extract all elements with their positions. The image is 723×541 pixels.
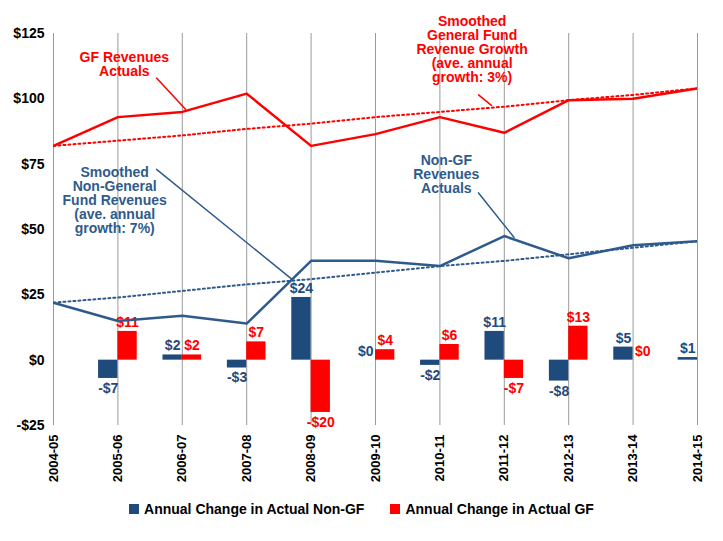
svg-text:$7: $7 [249,324,265,340]
svg-text:$11: $11 [116,313,139,330]
svg-text:-$7: -$7 [504,380,524,396]
svg-text:GF RevenuesActuals: GF RevenuesActuals [80,49,170,79]
svg-text:$0: $0 [635,343,651,359]
svg-text:$5: $5 [616,330,632,346]
svg-text:2010-11: 2010-11 [432,435,447,482]
svg-text:$0: $0 [358,343,374,359]
svg-text:2006-07: 2006-07 [174,435,189,483]
svg-text:$2: $2 [165,337,181,353]
svg-text:$100: $100 [13,90,44,106]
svg-text:$1: $1 [680,340,696,356]
svg-text:2013-14: 2013-14 [625,434,640,482]
svg-text:$4: $4 [377,332,393,348]
svg-text:2012-13: 2012-13 [561,435,576,483]
svg-text:-$20: -$20 [307,414,335,430]
svg-text:2007-08: 2007-08 [239,435,254,483]
svg-text:$13: $13 [567,309,591,325]
svg-text:2014-15: 2014-15 [690,435,705,483]
svg-text:-$25: -$25 [16,417,44,433]
svg-text:Non-GFRevenuesActuals: Non-GFRevenuesActuals [413,152,479,196]
svg-text:-$8: -$8 [549,383,569,399]
html-text:Annual Change in Actual GF: Annual Change in Actual GF [405,501,594,517]
svg-text:SmoothedGeneral FundRevenue Gr: SmoothedGeneral FundRevenue Growth(ave. … [416,13,527,85]
svg-text:$2: $2 [184,337,200,353]
svg-text:-$3: -$3 [227,369,247,385]
svg-text:$6: $6 [442,327,458,343]
svg-text:$50: $50 [21,221,45,237]
svg-text:-$7: -$7 [98,380,118,396]
svg-text:2009-10: 2009-10 [368,435,383,483]
svg-text:-$2: -$2 [420,367,440,383]
svg-text:2008-09: 2008-09 [303,435,318,483]
svg-text:2005-06: 2005-06 [110,435,125,483]
svg-text:$24: $24 [290,280,314,296]
svg-text:$11: $11 [483,314,506,330]
html-text:Annual Change in Actual Non-GF: Annual Change in Actual Non-GF [144,501,365,517]
svg-text:2004-05: 2004-05 [46,435,61,483]
svg-text:$0: $0 [29,352,45,368]
svg-text:$75: $75 [21,156,45,172]
svg-text:$25: $25 [21,286,45,302]
svg-text:$125: $125 [13,25,44,41]
svg-text:SmoothedNon-GeneralFund Revenu: SmoothedNon-GeneralFund Revenues(ave. an… [63,164,167,236]
svg-text:2011-12: 2011-12 [496,435,511,482]
